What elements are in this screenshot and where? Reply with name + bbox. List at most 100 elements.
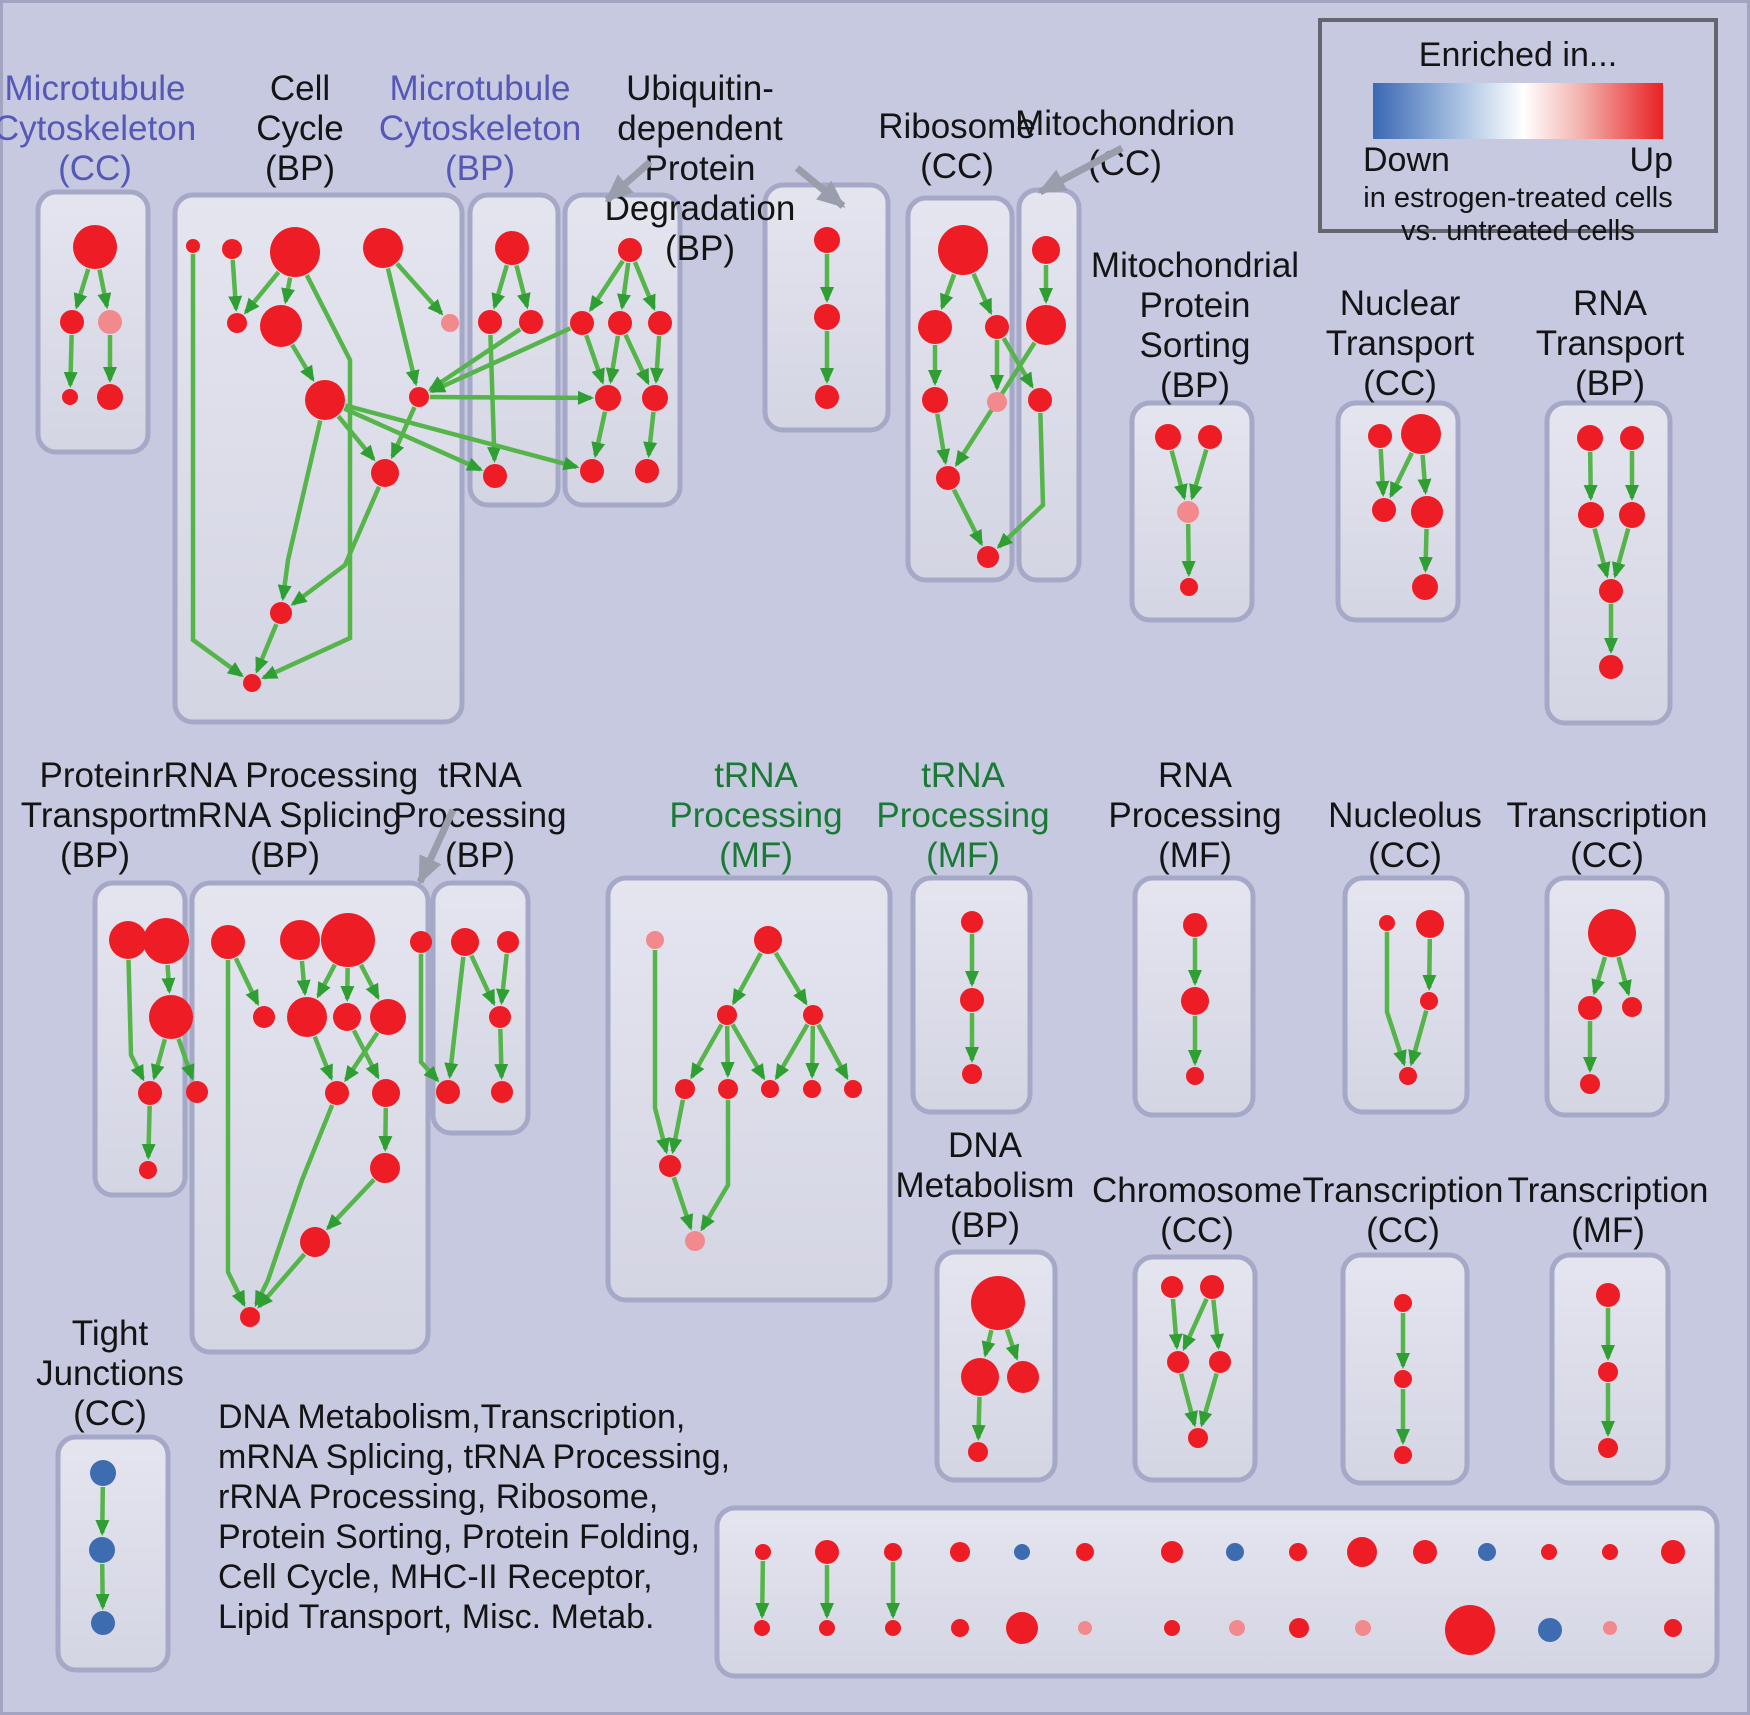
mitochondrion-label: Mitochondrion xyxy=(1015,104,1235,143)
edge-arrow xyxy=(971,272,993,316)
rrna-mrna-node xyxy=(240,1307,260,1327)
summary-node xyxy=(1664,1619,1682,1637)
labels: MicrotubuleCytoskeleton(CC)CellCycle(BP)… xyxy=(0,69,1709,1636)
dna-metabolism-node xyxy=(968,1442,988,1462)
edge-arrow xyxy=(668,1099,686,1155)
microtubule-bp-node xyxy=(483,464,507,488)
edge-arrow xyxy=(1418,528,1433,574)
transcription-mf-label: (MF) xyxy=(1571,1211,1645,1250)
edge-arrow xyxy=(428,327,522,392)
trna-mf-1-node xyxy=(803,1080,821,1098)
summary-node xyxy=(1289,1618,1309,1638)
dna-metabolism-node xyxy=(961,1358,999,1396)
rrna-mrna-node xyxy=(333,1003,361,1031)
nucleolus-box xyxy=(1342,875,1470,1115)
nuclear-transport-node xyxy=(1368,424,1392,448)
summary-node xyxy=(755,1544,771,1560)
transcription-mf-label: Transcription xyxy=(1508,1171,1709,1210)
edge-arrow xyxy=(336,414,376,462)
edge-arrow xyxy=(591,411,608,459)
transcription-cc-bottom-node xyxy=(1394,1446,1412,1464)
rrna-mrna-label: (BP) xyxy=(250,836,320,875)
edge-arrow xyxy=(1408,1010,1429,1067)
summary-node xyxy=(1229,1620,1245,1636)
ubiquitin-node xyxy=(648,311,672,335)
misc-categories-text: DNA Metabolism,Transcription, xyxy=(218,1398,685,1436)
edge-arrow xyxy=(494,1028,509,1081)
trna-bp-node xyxy=(436,1080,460,1104)
legend-title: Enriched in... xyxy=(1418,36,1618,74)
protein-transport-node xyxy=(138,1081,162,1105)
rrna-mrna-node xyxy=(186,1081,208,1103)
annotation-arrow xyxy=(1037,144,1124,196)
rrna-mrna-node xyxy=(211,925,245,959)
edge-arrow xyxy=(444,956,466,1080)
edge-arrow xyxy=(233,957,260,1007)
edge-arrow xyxy=(774,1023,810,1081)
cell-cycle-node xyxy=(371,459,399,487)
summary-node xyxy=(1078,1621,1092,1635)
microtubule-cc-node xyxy=(73,225,117,269)
summary-node xyxy=(1478,1543,1496,1561)
ubiquitin-label: Ubiquitin- xyxy=(626,69,774,108)
chromosome-box xyxy=(1132,1254,1258,1483)
dna-metabolism-node xyxy=(971,1276,1025,1330)
edge-arrow xyxy=(277,419,323,602)
mito-protein-sorting-node xyxy=(1180,578,1198,596)
edge-arrow xyxy=(395,262,444,316)
edge-arrow xyxy=(1198,1372,1219,1428)
edge-arrow xyxy=(1210,1299,1224,1351)
edge-arrow xyxy=(126,959,145,1082)
edge-arrow xyxy=(1592,527,1611,579)
edge-arrow xyxy=(296,960,311,997)
edge-arrow xyxy=(632,261,656,311)
edge-arrow xyxy=(1181,523,1196,578)
ubiquitin-2-node xyxy=(815,385,839,409)
edge-arrow xyxy=(935,413,951,466)
mito-protein-sorting-label: Protein xyxy=(1140,286,1251,325)
edge-arrow xyxy=(1169,449,1188,501)
legend: Enriched in... Down Up in estrogen-treat… xyxy=(1318,18,1718,247)
misc-categories-text: Protein Sorting, Protein Folding, xyxy=(218,1518,700,1556)
microtubule-cc-node xyxy=(98,310,122,334)
misc-categories-text: mRNA Splicing, tRNA Processing, xyxy=(218,1438,730,1476)
nucleolus-label: (CC) xyxy=(1368,836,1442,875)
edge-arrow xyxy=(228,259,243,313)
summary-node xyxy=(1445,1605,1495,1655)
ubiquitin-label: Degradation xyxy=(605,189,796,228)
cell-cycle-label: (BP) xyxy=(265,149,335,188)
nuclear-transport-label: Transport xyxy=(1326,324,1475,363)
trna-bp-label: Processing xyxy=(393,796,566,835)
edge-arrow xyxy=(671,1176,694,1231)
misc-categories-text: Cell Cycle, MHC-II Receptor, xyxy=(218,1558,653,1596)
transcription-cc-mid-node xyxy=(1580,1074,1600,1094)
misc-categories-text: Lipid Transport, Misc. Metab. xyxy=(218,1598,655,1636)
ribosome-node xyxy=(977,546,999,568)
cell-cycle-label: Cell xyxy=(270,69,330,108)
edge-arrow xyxy=(95,1563,110,1610)
trna-bp-label: (BP) xyxy=(445,836,515,875)
nucleolus-node xyxy=(1379,915,1395,931)
microtubule-bp-node xyxy=(495,231,529,265)
cell-cycle-node xyxy=(270,227,320,277)
edge-arrow xyxy=(344,403,580,471)
summary-node xyxy=(1226,1543,1244,1561)
edge-arrow xyxy=(951,488,984,547)
misc-categories-text: rRNA Processing, Ribosome, xyxy=(218,1478,658,1516)
rrna-mrna-node xyxy=(280,920,320,960)
ribosome-node xyxy=(922,387,948,413)
nucleolus-node xyxy=(1416,910,1444,938)
ribosome-label: Ribosome xyxy=(878,107,1036,146)
legend-down-label: Down xyxy=(1363,141,1450,179)
edge-arrow xyxy=(755,1560,770,1619)
ubiquitin-node xyxy=(595,385,621,411)
summary-node xyxy=(1014,1544,1030,1560)
summary-node xyxy=(884,1543,902,1561)
tight-junctions-node xyxy=(90,1460,116,1486)
nuclear-transport-node xyxy=(1401,414,1441,454)
edge-arrow xyxy=(390,406,417,460)
mito-protein-sorting-node xyxy=(1177,501,1199,523)
ubiquitin-label: (BP) xyxy=(665,229,735,268)
transcription-cc-bottom-node xyxy=(1394,1370,1412,1388)
microtubule-cc-node xyxy=(60,310,84,334)
